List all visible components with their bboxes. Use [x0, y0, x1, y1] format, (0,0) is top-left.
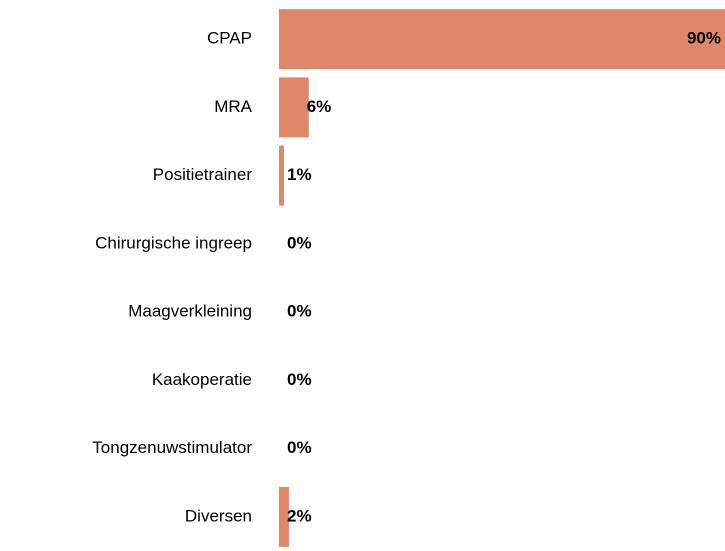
data-label: 90%: [687, 29, 721, 48]
bar: [279, 9, 725, 70]
category-label: Positietrainer: [153, 165, 253, 184]
category-label: CPAP: [207, 29, 252, 48]
data-label: 0%: [287, 438, 312, 457]
data-label: 0%: [287, 302, 312, 321]
data-label: 0%: [287, 233, 312, 252]
category-label: Diversen: [185, 506, 252, 525]
bar: [279, 145, 284, 206]
data-label: 6%: [307, 97, 332, 116]
bar: [279, 486, 289, 547]
bar: [279, 77, 309, 138]
category-label: Maagverkleining: [128, 302, 252, 321]
category-label: MRA: [214, 97, 252, 116]
category-label: Tongzenuwstimulator: [92, 438, 252, 457]
data-label: 2%: [287, 506, 312, 525]
data-label: 1%: [287, 165, 312, 184]
category-label: Kaakoperatie: [152, 370, 252, 389]
category-label: Chirurgische ingreep: [95, 233, 252, 252]
data-label: 0%: [287, 370, 312, 389]
